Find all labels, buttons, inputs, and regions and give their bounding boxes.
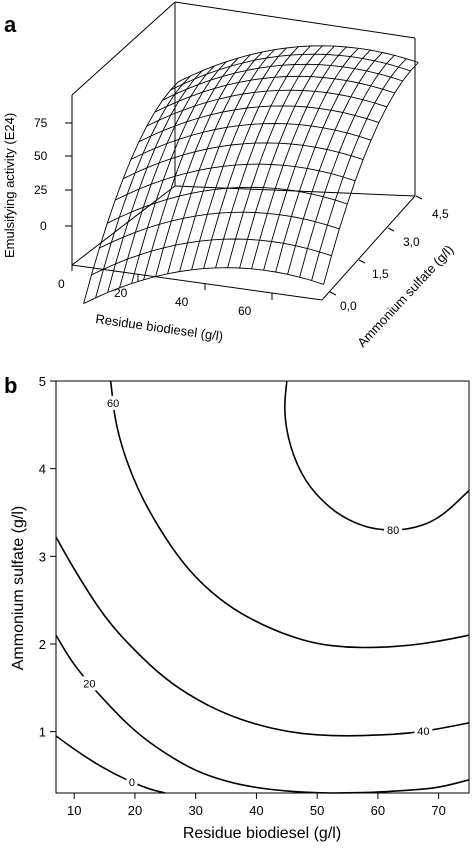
y-axis-title: Ammonium sulfate (g/l) [354,242,456,350]
y-tick-label: 3,0 [403,235,420,249]
x-tick-label: 0 [58,277,65,291]
contour-label-40: 40 [417,726,429,738]
surface-mesh [83,45,419,305]
z-tick-label: 25 [34,183,48,197]
y-tick-label: 5 [39,374,46,389]
z-tick-label: 0 [40,219,47,233]
z-tick-label: 75 [34,116,48,130]
surface-line-y [251,46,347,269]
b-x-axis-title: Residue biodiesel (g/l) [183,825,341,842]
contour-label-20: 20 [83,678,95,690]
contour-line-40 [55,536,470,737]
contour-label-60: 60 [107,398,119,410]
contour-lines [55,380,470,794]
surface-line-y [155,54,251,277]
b-y-axis-title: Ammonium sulfate (g/l) [10,506,27,671]
panel-letter-b: b [4,373,17,398]
contour-labels: 0 20 40 60 80 [80,395,433,789]
x-tick-label: 50 [310,803,324,818]
surface-line-y [107,70,203,293]
surface-line-y [275,49,371,273]
b-y-axis: 1 2 3 4 5 [39,374,56,740]
x-tick-label: 10 [67,803,81,818]
contour-line-0 [55,735,166,794]
x-tick-label: 60 [238,304,252,318]
surface-line-y [83,81,179,304]
surface-line-x [162,63,403,101]
x-tick-label: 20 [114,286,128,300]
surface-line-y [143,57,239,280]
surface-line-x [115,163,356,201]
y-tick-label: 4 [39,462,46,477]
surface-line-y [179,49,275,272]
z-tick-label: 50 [34,149,48,163]
x-tick-label: 60 [371,803,385,818]
contour-plot-frame [55,380,470,794]
y-tick-label: 0,0 [340,299,357,313]
surface-line-y [167,51,263,274]
b-x-axis: 10 20 30 40 50 60 70 [67,793,446,818]
surface-line-y [323,62,419,285]
surface-line-y [311,58,407,281]
z-axis: 0 25 50 75 Emulsifying activity (E24) [2,113,72,258]
contour-label-80: 80 [387,525,399,537]
y-tick-label: 4,5 [432,207,449,221]
contour-line-60 [109,380,470,649]
surface-line-y [95,75,191,298]
x-tick-label: 40 [175,295,189,309]
surface-line-y [119,65,215,288]
surface-line-y [203,46,299,269]
x-tick-label: 40 [249,803,263,818]
x-tick-label: 20 [128,803,142,818]
surface-line-y [191,47,287,270]
contour-label-bg [80,676,99,691]
contour-label-bg [414,724,433,739]
surface-line-y [287,52,383,275]
contour-label-bg [126,775,138,789]
y-tick-label: 1,5 [372,267,389,281]
y-tick-label: 1 [39,725,46,740]
surface-line-x [154,75,395,113]
surface-line-x [122,142,364,180]
x-axis-3d: 0 20 40 60 Residue biodiesel (g/l) [58,265,273,344]
surface-line-x [170,53,411,91]
surface-line-y [263,47,359,271]
surface-line-y [227,45,323,268]
contour-label-bg [384,523,403,537]
y-tick-label: 3 [39,549,46,564]
surface-line-y [239,45,335,269]
x-tick-label: 70 [431,803,445,818]
surface-line-y [299,54,395,278]
panel-letter-a: a [4,12,17,37]
y-tick-label: 2 [39,637,46,652]
contour-line-80 [284,380,470,531]
x-tick-label: 30 [188,803,202,818]
x-axis-title: Residue biodiesel (g/l) [95,311,224,344]
surface-line-y [215,45,311,269]
contour-label-bg [104,395,123,410]
contour-line-20 [55,634,470,794]
contour-label-0: 0 [129,777,135,789]
surface-line-y [131,61,227,284]
z-axis-title: Emulsifying activity (E24) [2,113,17,258]
y-axis-3d: 0,0 1,5 3,0 4,5 Ammonium sulfate (g/l) [329,195,456,350]
